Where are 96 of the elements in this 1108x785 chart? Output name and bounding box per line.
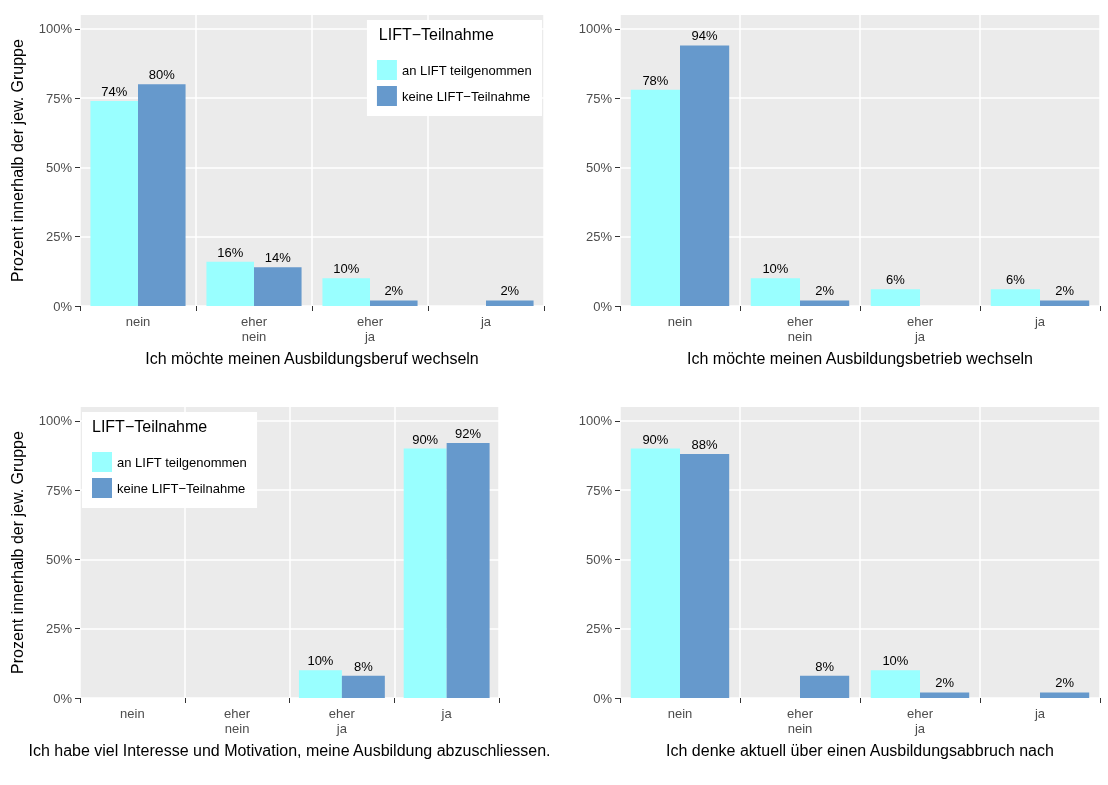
y-tick-label: 50% <box>585 551 613 567</box>
bar <box>486 300 534 306</box>
y-tick-label: 100% <box>578 413 613 429</box>
bar <box>680 45 730 306</box>
bar <box>870 670 920 698</box>
y-tick-label: 100% <box>38 413 73 429</box>
x-tick-label: eher nein <box>224 706 251 736</box>
x-tick-label: ja <box>1033 314 1046 329</box>
bar <box>800 675 850 698</box>
bar <box>1040 300 1090 306</box>
data-label: 2% <box>500 283 520 299</box>
y-tick-label: 75% <box>585 90 613 106</box>
data-label: 14% <box>264 250 292 266</box>
bar <box>370 300 418 306</box>
data-label: 2% <box>384 283 404 299</box>
bar <box>298 670 342 698</box>
legend-label: an LIFT teilgenommen <box>401 62 532 78</box>
x-tick-label: nein <box>125 314 151 329</box>
data-label: 10% <box>882 653 909 669</box>
data-label: 2% <box>1055 283 1075 299</box>
y-tick-label: 0% <box>53 690 73 706</box>
data-label: 2% <box>815 283 835 299</box>
y-tick-label: 25% <box>45 621 73 637</box>
x-axis-title: Ich habe viel Interesse und Motivation, meine Ausbildung abzuschliessen. <box>28 741 551 759</box>
x-tick-label: nein <box>667 314 693 329</box>
data-label: 90% <box>642 431 669 447</box>
y-tick-label: 25% <box>45 229 73 245</box>
bar <box>90 100 138 306</box>
bar <box>630 448 680 698</box>
legend-label: keine LIFT−Teilnahme <box>117 480 246 496</box>
bar <box>870 289 920 306</box>
bar <box>630 89 680 306</box>
data-label: 74% <box>101 83 128 99</box>
data-label: 90% <box>412 431 439 447</box>
data-label: 88% <box>691 437 719 453</box>
x-axis-title: Ich möchte meinen Ausbildungsbetrieb wechseln <box>687 349 1033 367</box>
legend-title: LIFT−Teilnahme <box>378 25 495 43</box>
bar <box>322 278 370 306</box>
x-tick-label: eher nein <box>786 314 814 344</box>
data-label: 80% <box>148 67 176 83</box>
x-axis-title: Ich möchte meinen Ausbildungsberuf wechseln <box>145 349 479 367</box>
x-tick-label: nein <box>667 706 693 721</box>
data-label: 92% <box>455 426 482 442</box>
bar <box>1040 692 1090 698</box>
legend-label: an LIFT teilgenommen <box>117 454 247 470</box>
data-label: 8% <box>815 658 835 674</box>
y-tick-label: 75% <box>585 482 613 498</box>
x-tick-label: ja <box>440 706 453 721</box>
bar <box>750 278 800 306</box>
y-axis-title: Prozent innerhalb der jew. Gruppe <box>8 38 26 282</box>
y-tick-label: 50% <box>45 551 73 567</box>
data-label: 2% <box>935 675 955 691</box>
x-tick-label: eher ja <box>356 314 384 344</box>
y-tick-label: 25% <box>585 621 613 637</box>
data-label: 10% <box>333 261 360 277</box>
bar <box>800 300 850 306</box>
y-tick-label: 0% <box>593 298 613 314</box>
y-tick-label: 0% <box>53 298 73 314</box>
x-tick-label: eher nein <box>786 706 814 736</box>
data-label: 6% <box>886 272 906 288</box>
data-label: 78% <box>642 72 669 88</box>
x-tick-label: ja <box>479 314 492 329</box>
bar <box>920 692 970 698</box>
x-tick-label: eher ja <box>906 314 934 344</box>
y-tick-label: 75% <box>45 482 73 498</box>
y-axis-title: Prozent innerhalb der jew. Gruppe <box>8 430 26 674</box>
x-tick-label: eher ja <box>328 706 356 736</box>
y-tick-label: 100% <box>578 21 613 37</box>
bar <box>206 261 254 306</box>
bar <box>254 267 302 306</box>
bar <box>680 454 730 698</box>
bar <box>446 443 490 698</box>
legend-label: keine LIFT−Teilnahme <box>401 88 531 104</box>
y-tick-label: 50% <box>585 159 613 175</box>
x-tick-label: eher ja <box>906 706 934 736</box>
data-label: 2% <box>1055 675 1075 691</box>
y-tick-label: 50% <box>45 159 73 175</box>
bar <box>138 84 186 306</box>
legend-title: LIFT−Teilnahme <box>92 417 208 435</box>
bar <box>341 675 385 698</box>
data-label: 94% <box>691 28 719 44</box>
data-label: 10% <box>762 261 789 277</box>
x-tick-label: nein <box>120 706 145 721</box>
y-tick-label: 100% <box>38 21 73 37</box>
data-label: 8% <box>353 658 374 674</box>
bar <box>990 289 1040 306</box>
y-tick-label: 75% <box>45 90 73 106</box>
data-label: 6% <box>1006 272 1026 288</box>
x-axis-title: Ich denke aktuell über einen Ausbildungsabbruch nach <box>666 741 1054 759</box>
x-tick-label: eher nein <box>240 314 268 344</box>
y-tick-label: 25% <box>585 229 613 245</box>
data-label: 10% <box>307 653 334 669</box>
y-tick-label: 0% <box>593 690 613 706</box>
bar <box>403 448 447 698</box>
x-tick-label: ja <box>1033 706 1046 721</box>
data-label: 16% <box>217 244 244 260</box>
